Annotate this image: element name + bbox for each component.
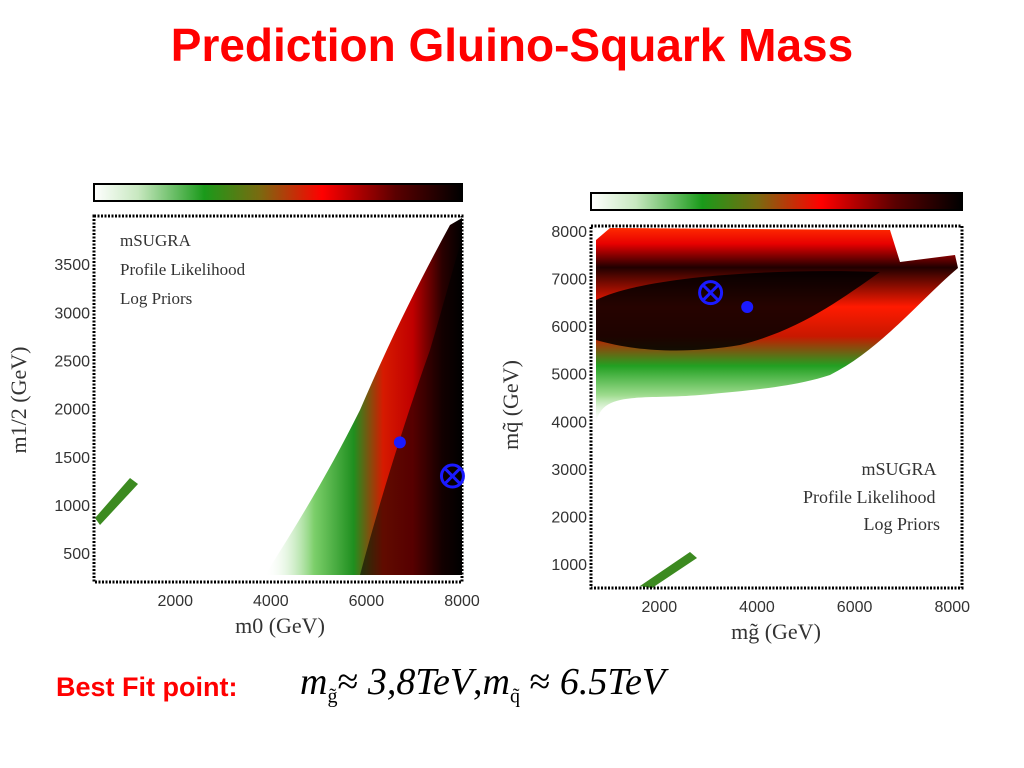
left-circle-cross-marker [439, 463, 465, 489]
left-ylabel: m1/2 (GeV) [6, 347, 31, 454]
right-x-tick-label: 6000 [837, 599, 873, 616]
left-y-tick-label: 1500 [54, 450, 90, 467]
mg-symbol: m [300, 661, 328, 703]
left-x-tick-label: 8000 [444, 593, 480, 610]
left-colorbar [93, 183, 463, 202]
right-annotation-3: Log Priors [864, 514, 941, 534]
left-x-ticks: 2000 4000 6000 8000 [157, 593, 479, 610]
right-markers [698, 280, 754, 313]
left-annotation: mSUGRA Profile Likelihood Log Priors [120, 231, 249, 308]
right-y-tick-label: 3000 [551, 462, 587, 479]
separator: , [473, 661, 483, 703]
right-y-tick-label: 8000 [551, 224, 587, 241]
right-y-ticks: 1000 2000 3000 4000 5000 6000 7000 8000 [551, 224, 587, 574]
mq-symbol: m [482, 661, 510, 703]
left-annotation-2: Profile Likelihood [120, 260, 246, 279]
left-y-tick-label: 2000 [54, 402, 90, 419]
left-y-tick-label: 2500 [54, 353, 90, 370]
mg-sub: g̃ [327, 685, 338, 708]
right-x-tick-label: 4000 [739, 599, 775, 616]
left-x-tick-label: 6000 [349, 593, 385, 610]
right-y-tick-label: 5000 [551, 367, 587, 384]
left-y-tick-label: 500 [63, 546, 90, 563]
left-core-region [360, 240, 462, 575]
left-markers [393, 436, 465, 489]
right-circle-cross-marker [698, 280, 724, 306]
left-best-fit-dot [393, 436, 406, 449]
left-y-ticks: 500 1000 1500 2000 2500 3000 3500 [54, 257, 90, 563]
right-y-tick-label: 1000 [551, 557, 587, 574]
right-ylabel: mq̃ (GeV) [498, 360, 523, 450]
right-chart: mSUGRA Profile Likelihood Log Priors 200… [498, 192, 971, 644]
mq-value: 6.5TeV [559, 661, 666, 703]
left-xlabel: m0 (GeV) [235, 613, 325, 638]
left-y-tick-label: 3000 [54, 305, 90, 322]
left-annotation-3: Log Priors [120, 289, 192, 308]
right-annotation: mSUGRA Profile Likelihood Log Priors [803, 459, 940, 534]
right-x-tick-label: 2000 [642, 599, 678, 616]
mq-sub: q̃ [510, 685, 520, 708]
right-x-ticks: 2000 4000 6000 8000 [642, 599, 971, 616]
right-y-tick-label: 2000 [551, 510, 587, 527]
left-diagonal-strip [95, 478, 138, 525]
left-x-tick-label: 2000 [157, 593, 193, 610]
right-best-fit-dot [741, 300, 754, 313]
slide-title: Prediction Gluino-Squark Mass [170, 19, 854, 71]
left-y-tick-label: 1000 [54, 498, 90, 515]
left-chart: mSUGRA Profile Likelihood Log Priors 200… [6, 183, 480, 638]
mg-value: 3,8TeV [367, 661, 474, 703]
left-x-tick-label: 4000 [253, 593, 289, 610]
right-colorbar [590, 192, 963, 211]
right-diagonal-strip [640, 552, 697, 588]
left-y-tick-label: 3500 [54, 257, 90, 274]
best-fit-label: Best Fit point: [56, 672, 238, 702]
right-annotation-2: Profile Likelihood [803, 487, 935, 507]
best-fit-equation: mg̃≈ 3,8TeV,mq̃ ≈ 6.5TeV [300, 660, 665, 709]
approx-2: ≈ [529, 661, 551, 703]
left-annotation-1: mSUGRA [120, 231, 192, 250]
right-y-tick-label: 6000 [551, 319, 587, 336]
right-x-tick-label: 8000 [934, 599, 970, 616]
approx-1: ≈ [337, 661, 359, 703]
right-y-tick-label: 7000 [551, 271, 587, 288]
right-xlabel: mg̃ (GeV) [731, 619, 821, 644]
right-y-tick-label: 4000 [551, 414, 587, 431]
right-annotation-1: mSUGRA [861, 459, 936, 479]
right-core-region [596, 271, 880, 351]
